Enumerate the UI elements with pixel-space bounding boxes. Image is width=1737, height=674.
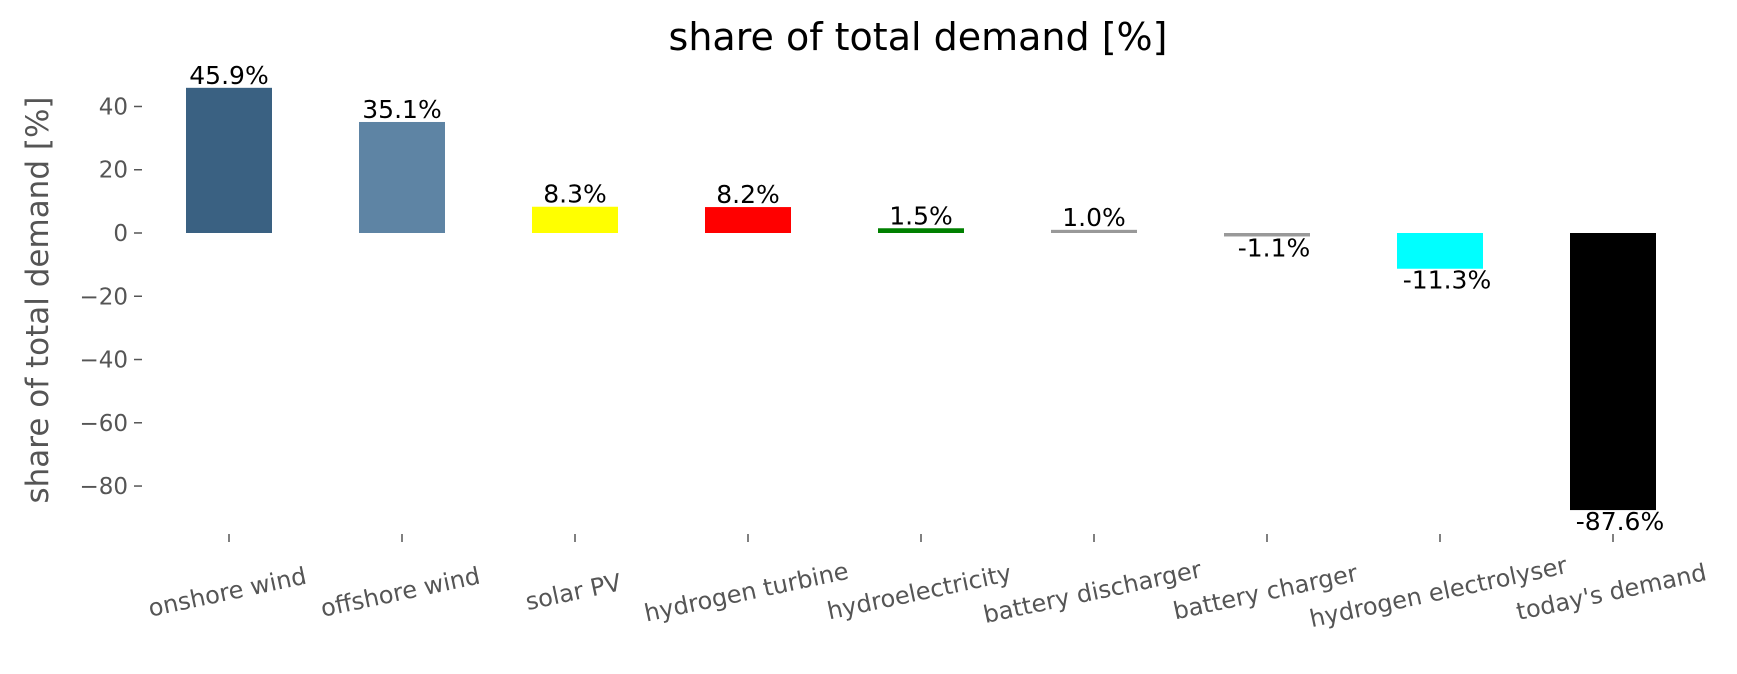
data-label: 45.9%: [189, 61, 268, 90]
x-tick-label: battery discharger: [981, 555, 1204, 629]
y-tick-label: 0: [113, 221, 128, 247]
data-label: -87.6%: [1576, 507, 1664, 536]
bar-hydrogen-electrolyser: [1397, 233, 1483, 269]
data-label: 8.3%: [543, 180, 607, 209]
bar-battery-discharger: [1051, 229, 1137, 233]
x-tick-label: offshore wind: [318, 562, 482, 623]
y-tick-label: −20: [79, 284, 128, 310]
x-tick-label: hydrogen turbine: [642, 557, 851, 628]
bar-onshore-wind: [186, 87, 272, 233]
y-tick-label: 20: [99, 158, 128, 184]
data-labels-group: 45.9% 35.1% 8.3% 8.2% 1.5% 1.0% -1.1% -11.3% -87…: [189, 61, 1664, 536]
data-label: 1.5%: [889, 201, 953, 230]
data-label: 35.1%: [362, 95, 441, 124]
y-tick-label: −40: [79, 348, 128, 374]
y-axis-ticks: 40 20 0 −20 −40 −60 −80: [79, 94, 142, 500]
x-axis-ticks: onshore wind offshore wind solar PV hydroge…: [146, 534, 1709, 633]
y-axis-label: share of total demand [%]: [20, 96, 56, 503]
bar-today-s-demand: [1570, 233, 1656, 511]
bar-hydroelectricity: [878, 228, 964, 233]
bar-offshore-wind: [359, 121, 445, 233]
bar-solar-pv: [532, 206, 618, 233]
chart-title: share of total demand [%]: [669, 15, 1168, 59]
x-tick-label: solar PV: [523, 568, 624, 616]
y-tick-label: −60: [79, 411, 128, 437]
bar-hydrogen-turbine: [705, 207, 791, 233]
y-tick-label: 40: [99, 94, 128, 120]
y-tick-label: −80: [79, 474, 128, 500]
data-label: -1.1%: [1238, 233, 1311, 262]
bars-group: [186, 87, 1656, 511]
data-label: -11.3%: [1403, 266, 1491, 295]
data-label: 8.2%: [716, 180, 780, 209]
x-tick-label: onshore wind: [146, 562, 309, 623]
data-label: 1.0%: [1062, 203, 1126, 232]
bar-battery-charger: [1224, 233, 1310, 237]
